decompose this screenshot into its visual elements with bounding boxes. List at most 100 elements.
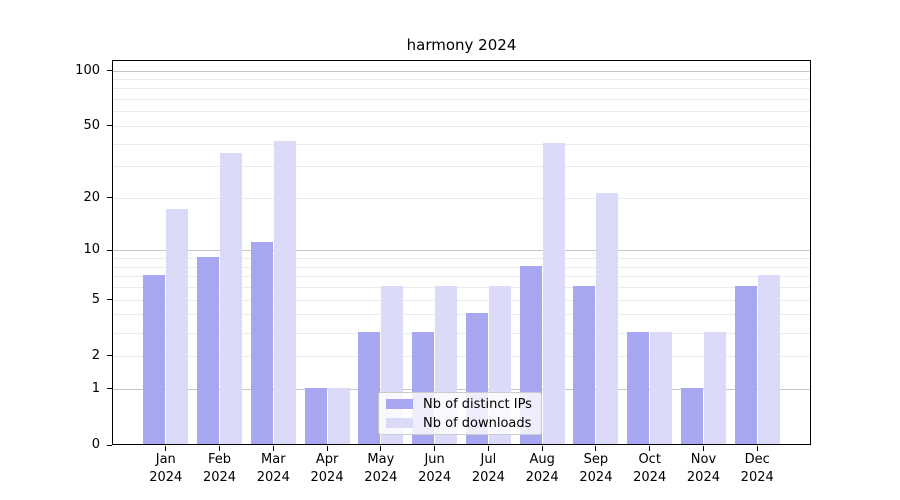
x-tick-label-jul: Jul 2024 <box>460 451 516 487</box>
y-tick-label: 5 <box>91 291 100 307</box>
x-tick-label-mar: Mar 2024 <box>245 451 301 487</box>
y-gridline-minor <box>113 287 810 289</box>
x-tick-month: Dec <box>744 452 770 467</box>
bar-nb-of-distinct-ips-sep <box>573 286 596 444</box>
y-tick-mark <box>107 197 112 199</box>
x-tick-mark <box>487 446 489 451</box>
bar-nb-of-distinct-ips-nov <box>680 387 703 444</box>
legend-entry-nb-of-downloads: Nb of downloads <box>386 415 534 431</box>
chart-title: harmony 2024 <box>406 36 517 54</box>
x-tick-mark <box>326 446 328 451</box>
x-tick-year: 2024 <box>471 470 505 485</box>
x-tick-month: Apr <box>315 452 339 467</box>
bar-nb-of-downloads-mar <box>273 140 296 444</box>
x-tick-year: 2024 <box>149 470 183 485</box>
bar-nb-of-downloads-nov <box>703 331 726 444</box>
y-gridline-minor <box>113 166 810 168</box>
y-tick-label: 2 <box>91 347 100 363</box>
y-tick-mark <box>107 388 112 390</box>
x-tick-label-oct: Oct 2024 <box>622 451 678 487</box>
y-gridline-minor <box>113 276 810 278</box>
x-tick-year: 2024 <box>418 470 452 485</box>
bar-nb-of-distinct-ips-oct <box>627 331 650 444</box>
y-gridline-minor <box>113 78 810 80</box>
x-tick-mark <box>702 446 704 451</box>
x-tick-mark <box>219 446 221 451</box>
y-gridline-major <box>113 70 810 72</box>
bar-nb-of-downloads-apr <box>327 387 350 444</box>
x-tick-label-may: May 2024 <box>353 451 409 487</box>
legend: Nb of distinct IPs Nb of downloads <box>378 392 542 435</box>
y-gridline-minor <box>113 332 810 334</box>
y-tick-label: 20 <box>83 189 100 205</box>
x-tick-month: Feb <box>208 452 232 467</box>
y-tick-label: 10 <box>83 242 100 258</box>
x-tick-label-aug: Aug 2024 <box>514 451 570 487</box>
x-tick-label-feb: Feb 2024 <box>192 451 248 487</box>
x-tick-year: 2024 <box>202 470 237 485</box>
x-tick-mark <box>434 446 436 451</box>
y-gridline-minor <box>113 314 810 316</box>
x-tick-label-apr: Apr 2024 <box>299 451 355 487</box>
y-gridline-minor <box>113 355 810 357</box>
y-tick-label: 1 <box>91 380 100 396</box>
x-tick-month: Jul <box>480 452 497 467</box>
bar-nb-of-downloads-dec <box>757 275 780 444</box>
y-gridline-minor <box>113 143 810 145</box>
x-tick-year: 2024 <box>740 470 774 485</box>
bar-nb-of-distinct-ips-jan <box>143 275 166 444</box>
x-tick-label-jun: Jun 2024 <box>407 451 463 487</box>
x-tick-month: Aug <box>529 452 555 467</box>
y-tick-mark <box>107 355 112 357</box>
bar-nb-of-distinct-ips-dec <box>734 286 757 444</box>
x-tick-mark <box>756 446 758 451</box>
x-tick-label-dec: Dec 2024 <box>729 451 785 487</box>
legend-label: Nb of distinct IPs <box>423 396 532 412</box>
x-tick-year: 2024 <box>525 470 559 485</box>
legend-swatch-nb-of-distinct-ips <box>386 399 413 409</box>
x-tick-year: 2024 <box>686 470 720 485</box>
x-tick-mark <box>541 446 543 451</box>
x-tick-year: 2024 <box>364 470 398 485</box>
x-tick-label-nov: Nov 2024 <box>675 451 731 487</box>
x-tick-month: Nov <box>690 452 717 467</box>
x-tick-month: Jun <box>424 452 445 467</box>
y-tick-mark <box>107 444 112 446</box>
y-tick-label: 0 <box>91 437 100 452</box>
x-tick-mark <box>595 446 597 451</box>
bar-nb-of-distinct-ips-feb <box>197 257 220 444</box>
x-tick-label-sep: Sep 2024 <box>568 451 624 487</box>
y-gridline-major <box>113 250 810 252</box>
x-tick-month: Mar <box>261 452 286 467</box>
y-gridline-minor <box>113 266 810 268</box>
bar-nb-of-downloads-jan <box>166 209 189 444</box>
bar-nb-of-downloads-aug <box>542 142 565 444</box>
plot-area <box>112 60 811 445</box>
x-tick-label-jan: Jan 2024 <box>138 451 194 487</box>
x-tick-mark <box>272 446 274 451</box>
y-gridline-major <box>113 388 810 390</box>
bar-nb-of-distinct-ips-apr <box>304 387 327 444</box>
x-tick-month: May <box>367 452 395 467</box>
y-tick-mark <box>107 249 112 251</box>
y-gridline-minor <box>113 197 810 199</box>
legend-swatch-nb-of-downloads <box>386 418 413 428</box>
legend-label: Nb of downloads <box>423 415 532 431</box>
x-tick-month: Jan <box>155 452 176 467</box>
x-tick-mark <box>165 446 167 451</box>
y-gridline-minor <box>113 125 810 127</box>
y-gridline-minor <box>113 258 810 260</box>
x-tick-year: 2024 <box>579 470 613 485</box>
bar-nb-of-distinct-ips-mar <box>250 242 273 444</box>
y-gridline-minor <box>113 299 810 301</box>
x-tick-year: 2024 <box>310 470 344 485</box>
y-tick-label: 100 <box>75 62 100 78</box>
x-tick-year: 2024 <box>633 470 667 485</box>
legend-entry-nb-of-distinct-ips: Nb of distinct IPs <box>386 396 534 412</box>
y-tick-mark <box>107 299 112 301</box>
bar-nb-of-downloads-feb <box>220 153 243 444</box>
bar-nb-of-downloads-sep <box>596 193 619 444</box>
bar-nb-of-distinct-ips-may <box>358 331 381 444</box>
x-tick-mark <box>649 446 651 451</box>
